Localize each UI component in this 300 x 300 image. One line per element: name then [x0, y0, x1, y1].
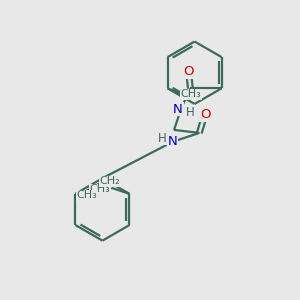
Text: N: N — [168, 135, 177, 148]
Text: H: H — [185, 106, 194, 119]
Text: O: O — [184, 65, 194, 79]
Text: CH₃: CH₃ — [76, 190, 97, 200]
Text: O: O — [200, 108, 211, 121]
Text: CH₃: CH₃ — [180, 89, 201, 99]
Text: CH₂: CH₂ — [100, 176, 121, 186]
Text: CH₃: CH₃ — [90, 184, 110, 194]
Text: N: N — [173, 103, 183, 116]
Text: H: H — [158, 132, 167, 145]
